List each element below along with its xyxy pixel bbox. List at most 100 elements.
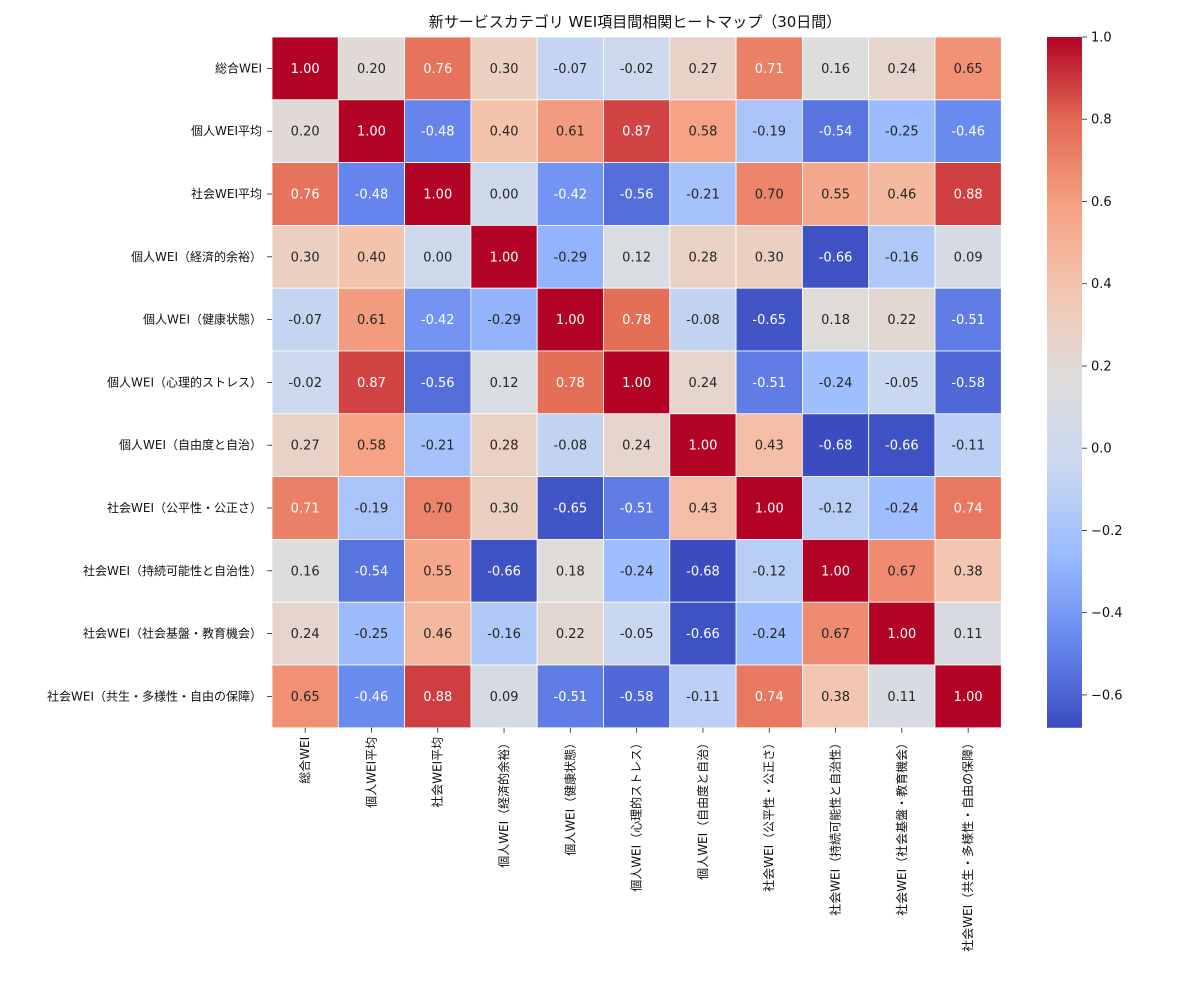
heatmap-cell: [337, 413, 405, 477]
cell-value-label: -0.24: [885, 502, 919, 517]
column-label: 社会WEI（社会基盤・教育機会）: [894, 737, 909, 916]
cell-value-label: 0.11: [954, 627, 983, 642]
cell-value-label: 0.16: [821, 62, 850, 77]
cell-value-label: 0.58: [357, 439, 386, 454]
cell-value-label: -0.24: [620, 564, 654, 579]
cell-value-label: -0.08: [554, 439, 588, 454]
heatmap-cell: [404, 99, 472, 164]
heatmap-cell: [669, 476, 737, 540]
cell-value-label: 0.55: [423, 564, 452, 579]
cell-value-label: 0.30: [755, 250, 784, 265]
column-label: 個人WEI（健康状態）: [562, 737, 577, 856]
heatmap-cell: [271, 36, 339, 101]
heatmap-cell: [669, 224, 737, 289]
cell-value-label: 0.27: [291, 439, 320, 454]
cell-value-label: 1.00: [556, 313, 585, 328]
cell-value-label: 0.28: [490, 439, 519, 454]
heatmap-cell: [868, 476, 936, 540]
cell-value-label: 0.46: [887, 188, 916, 203]
heatmap-cell: [536, 664, 604, 729]
cell-value-label: 0.76: [423, 62, 452, 77]
heatmap-cell: [337, 99, 405, 164]
cell-value-label: 0.12: [622, 250, 651, 265]
heatmap-cell: [271, 350, 339, 415]
cell-value-label: 0.30: [490, 502, 519, 517]
heatmap-cell: [934, 664, 1002, 729]
cell-value-label: -0.65: [554, 502, 588, 517]
cell-value-label: 0.20: [357, 62, 386, 77]
cell-value-label: 0.24: [887, 62, 916, 77]
column-label: 社会WEI（共生・多様性・自由の保障）: [960, 737, 975, 952]
heatmap-cell: [337, 664, 405, 729]
cell-value-label: 0.71: [291, 502, 320, 517]
heatmap-cell: [669, 162, 737, 226]
cell-value-label: 0.87: [357, 376, 386, 391]
cell-value-label: 0.70: [423, 502, 452, 517]
cell-value-label: 1.00: [954, 690, 983, 705]
heatmap-cell: [404, 601, 472, 666]
column-label: 個人WEI（自由度と自治）: [695, 737, 710, 880]
heatmap-cell: [470, 36, 538, 101]
heatmap-cell: [603, 413, 671, 477]
cell-value-label: 0.24: [622, 439, 651, 454]
cell-value-label: -0.05: [620, 627, 654, 642]
heatmap-cell: [735, 413, 803, 477]
cell-value-label: 0.28: [688, 250, 717, 265]
row-label: 社会WEI平均: [191, 186, 262, 201]
heatmap-cell: [868, 539, 936, 603]
heatmap-cell: [603, 36, 671, 101]
cell-value-label: -0.12: [752, 564, 786, 579]
cell-value-label: 0.65: [291, 690, 320, 705]
heatmap-cell: [934, 539, 1002, 603]
heatmap-cell: [337, 287, 405, 352]
cell-value-label: -0.51: [620, 502, 654, 517]
colorbar-tick-label: 0.8: [1091, 113, 1112, 128]
cell-value-label: -0.58: [951, 376, 985, 391]
heatmap-cell: [735, 36, 803, 101]
cell-value-label: 0.38: [821, 690, 850, 705]
heatmap-cell: [536, 36, 604, 101]
cell-value-label: 0.22: [887, 313, 916, 328]
cell-value-label: 0.78: [622, 313, 651, 328]
cell-value-label: 0.22: [556, 627, 585, 642]
heatmap-cell: [934, 350, 1002, 415]
heatmap-cell: [802, 413, 870, 477]
cell-value-label: 0.00: [423, 250, 452, 265]
heatmap-cell: [735, 601, 803, 666]
cell-value-label: -0.66: [686, 627, 720, 642]
heatmap-cell: [404, 162, 472, 226]
colorbar-tick-label: 1.0: [1091, 31, 1112, 46]
heatmap-cell: [536, 601, 604, 666]
heatmap-cell: [802, 99, 870, 164]
heatmap-cell: [470, 413, 538, 477]
heatmap-cell: [271, 162, 339, 226]
column-label: 社会WEI（公平性・公正さ）: [761, 737, 776, 892]
cell-value-label: 1.00: [423, 188, 452, 203]
heatmap-cell: [934, 36, 1002, 101]
row-label: 個人WEI（健康状態）: [143, 312, 262, 327]
cell-value-label: -0.48: [421, 125, 455, 140]
cell-value-label: 0.00: [490, 188, 519, 203]
heatmap-cell: [868, 224, 936, 289]
cell-value-label: -0.29: [554, 250, 588, 265]
heatmap-cell: [470, 287, 538, 352]
cell-value-label: -0.51: [752, 376, 786, 391]
cell-value-label: -0.11: [686, 690, 720, 705]
heatmap-cell: [735, 99, 803, 164]
column-label: 社会WEI平均: [430, 737, 445, 808]
cell-value-label: 0.18: [556, 564, 585, 579]
cell-value-label: 1.00: [887, 627, 916, 642]
cell-value-label: 0.58: [688, 125, 717, 140]
cell-value-label: 0.88: [423, 690, 452, 705]
colorbar-tick-label: −0.6: [1091, 688, 1123, 703]
cell-value-label: -0.68: [686, 564, 720, 579]
column-label: 個人WEI（経済的余裕）: [496, 737, 511, 868]
cell-value-label: 0.88: [954, 188, 983, 203]
row-label: 個人WEI（経済的余裕）: [131, 249, 262, 264]
row-label: 個人WEI（自由度と自治）: [119, 437, 262, 452]
row-label: 個人WEI（心理的ストレス）: [107, 374, 262, 389]
heatmap-cell: [470, 601, 538, 666]
row-label: 社会WEI（社会基盤・教育機会）: [83, 626, 262, 641]
row-label: 個人WEI平均: [191, 124, 262, 138]
